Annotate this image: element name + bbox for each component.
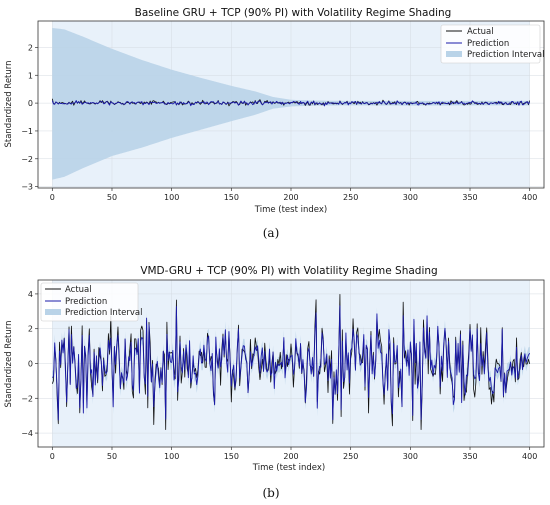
chart-b-title: VMD-GRU + TCP (90% PI) with Volatility R… (140, 265, 437, 277)
chart-a-legend: Actual Prediction Prediction Interval (440, 24, 544, 64)
chart-a-legend-interval-swatch (446, 51, 462, 57)
chart-b-ylabel: Standardized Return (4, 320, 14, 407)
chart-b-legend: Actual Prediction Prediction Interval (40, 282, 142, 322)
a-ytick-label-1: 1 (28, 71, 33, 80)
chart-b-prediction-interval (52, 298, 530, 429)
b-xtick-label-400: 400 (522, 452, 537, 461)
b-prediction-series (52, 305, 531, 421)
chart-b-legend-prediction: Prediction (65, 297, 107, 307)
a-ytick-label--1: −1 (21, 127, 33, 136)
chart-a-legend-box (440, 24, 541, 64)
chart-b-xlabel: Time (test index) (252, 463, 325, 473)
b-ytick-label-2: 2 (28, 325, 33, 334)
chart-a-xlabel: Time (test index) (254, 205, 327, 215)
a-xtick-label-400: 400 (522, 193, 537, 202)
a-xtick-label-0: 0 (50, 193, 55, 202)
chart-a-legend-prediction: Prediction (467, 39, 509, 49)
caption-a: (a) (263, 226, 280, 240)
a-prediction-interval-band (52, 27, 530, 180)
a-ytick-label--2: −2 (21, 155, 33, 164)
chart-baseline-gru: Baseline GRU + TCP (90% PI) with Volatil… (4, 7, 544, 215)
b-xtick-label-350: 350 (462, 452, 477, 461)
a-xtick-label-200: 200 (283, 193, 298, 202)
b-ytick-label-0: 0 (28, 360, 33, 369)
chart-a-ylabel: Standardized Return (4, 60, 14, 147)
b-xtick-label-300: 300 (403, 452, 418, 461)
chart-b-legend-box (40, 282, 139, 322)
chart-a-title: Baseline GRU + TCP (90% PI) with Volatil… (135, 7, 452, 19)
chart-a-legend-actual: Actual (467, 27, 494, 37)
chart-a-legend-interval: Prediction Interval (467, 50, 544, 60)
a-xtick-label-250: 250 (343, 193, 358, 202)
b-xtick-label-0: 0 (50, 452, 55, 461)
caption-b: (b) (262, 486, 279, 500)
a-xtick-label-50: 50 (107, 193, 117, 202)
chart-a-prediction-interval (52, 27, 530, 180)
chart-a-x-ticks: 0 50 100 150 200 250 300 350 400 (50, 188, 537, 202)
a-xtick-label-350: 350 (462, 193, 477, 202)
chart-b-legend-actual: Actual (65, 285, 92, 295)
a-prediction-series (51, 100, 531, 107)
b-ytick-label--4: −4 (21, 429, 33, 438)
b-xtick-label-250: 250 (343, 452, 358, 461)
chart-b-y-ticks: −4 −2 0 2 4 (21, 290, 38, 438)
chart-a-prediction-line (51, 100, 531, 107)
b-xtick-label-200: 200 (283, 452, 298, 461)
chart-a-y-ticks: −3 −2 −1 0 1 2 (21, 43, 38, 192)
a-xtick-label-100: 100 (164, 193, 179, 202)
a-ytick-label-2: 2 (28, 43, 33, 52)
chart-b-prediction-line (52, 305, 531, 421)
a-ytick-label-0: 0 (28, 99, 33, 108)
b-prediction-interval-band (52, 298, 530, 429)
a-xtick-label-150: 150 (224, 193, 239, 202)
a-xtick-label-300: 300 (403, 193, 418, 202)
chart-vmd-gru: VMD-GRU + TCP (90% PI) with Volatility R… (4, 265, 545, 473)
chart-b-x-ticks: 0 50 100 150 200 250 300 350 400 (50, 447, 537, 461)
chart-b-legend-interval-swatch (45, 309, 61, 315)
b-ytick-label--2: −2 (21, 394, 33, 403)
a-ytick-label--3: −3 (21, 183, 33, 192)
b-xtick-label-50: 50 (107, 452, 117, 461)
chart-b-legend-interval: Prediction Interval (65, 308, 142, 318)
b-xtick-label-100: 100 (164, 452, 179, 461)
b-xtick-label-150: 150 (224, 452, 239, 461)
b-ytick-label-4: 4 (28, 290, 33, 299)
